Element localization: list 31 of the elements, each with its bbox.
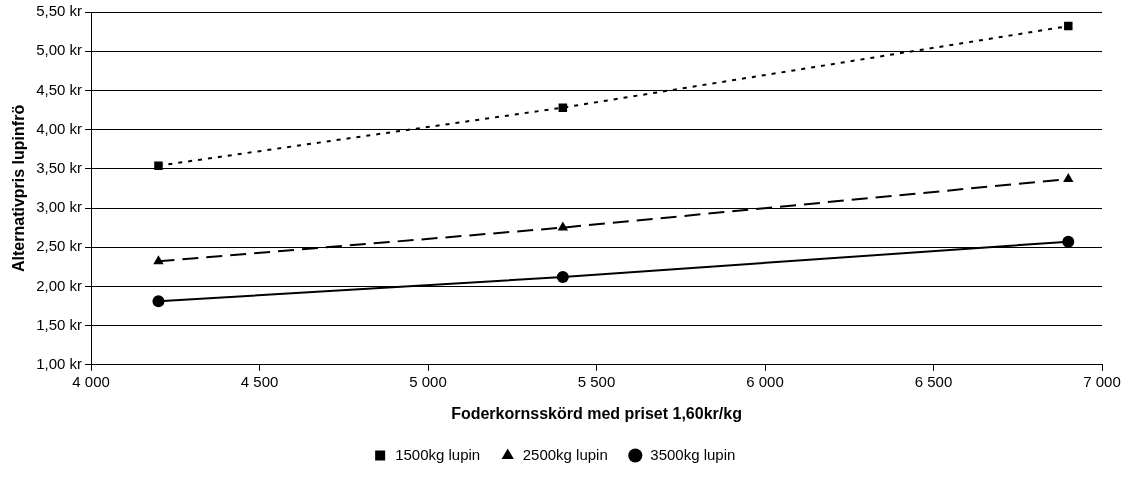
- x-tick-label: 5 500: [577, 372, 616, 390]
- point: [1062, 235, 1075, 248]
- x-tick-label: 6 000: [746, 372, 784, 390]
- y-tick-label: 2,50 kr: [36, 237, 83, 255]
- legend-label: 3500kg lupin: [650, 445, 736, 463]
- legend-label: 2500kg lupin: [522, 445, 608, 463]
- x-tick-label: 4 500: [240, 372, 279, 390]
- point: [1064, 21, 1073, 31]
- y-tick-label: 1,50 kr: [36, 315, 83, 333]
- y-tick-label: 2,00 kr: [36, 276, 83, 294]
- point: [153, 255, 164, 265]
- x-tick-label: 6 500: [914, 372, 953, 390]
- x-tick-label: 4 000: [72, 372, 110, 390]
- y-tick-label: 3,50 kr: [36, 158, 83, 176]
- legend-label: 1500kg lupin: [395, 445, 481, 463]
- y-tick-label: 4,00 kr: [36, 119, 83, 137]
- point: [557, 221, 569, 231]
- x-axis-title: Foderkornsskörd med priset 1,60kr/kg: [451, 404, 742, 422]
- y-tick-label: 4,50 kr: [36, 80, 83, 98]
- point: [154, 161, 163, 170]
- point: [556, 270, 569, 283]
- y-axis-title: Alternativpris lupinfrö: [10, 104, 28, 272]
- y-tick-label: 5,00 kr: [36, 41, 83, 59]
- x-tick-label: 5 000: [409, 372, 447, 390]
- y-tick-label: 3,00 kr: [36, 198, 83, 216]
- y-tick-label: 5,50 kr: [36, 2, 83, 20]
- point: [1063, 172, 1074, 182]
- point: [558, 103, 568, 112]
- x-tick-label: 7 000: [1083, 372, 1121, 390]
- point: [152, 295, 165, 308]
- y-tick-label: 1,00 kr: [36, 354, 83, 372]
